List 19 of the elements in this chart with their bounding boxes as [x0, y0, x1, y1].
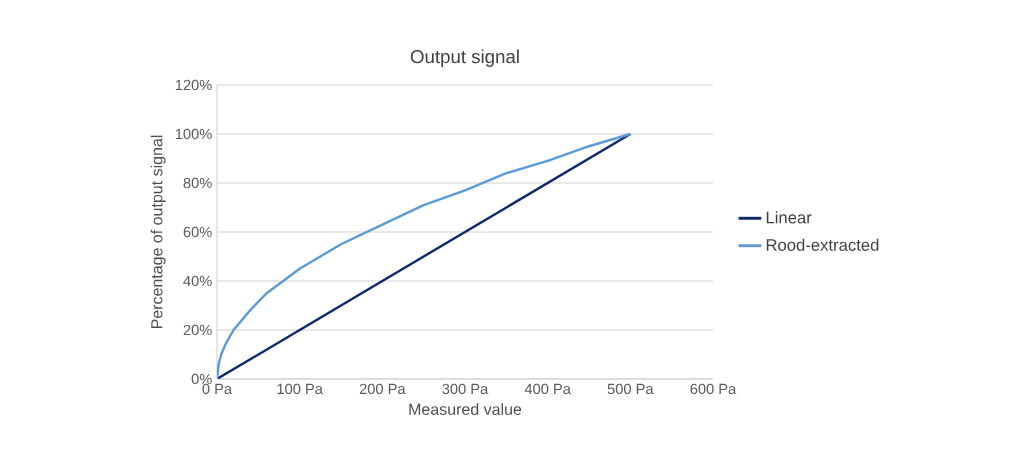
- x-tick-label: 200 Pa: [359, 383, 406, 395]
- y-tick-label: 0%: [191, 373, 212, 385]
- y-tick-label: 100%: [175, 128, 212, 140]
- x-tick-label: 100 Pa: [277, 383, 323, 395]
- y-tick-label: 40%: [183, 275, 212, 287]
- y-tick-label: 120%: [175, 79, 212, 91]
- legend-label: Linear: [766, 211, 812, 224]
- y-tick-label: 80%: [183, 177, 212, 189]
- x-tick-label: 400 Pa: [524, 383, 571, 395]
- chart-title: Output signal: [410, 49, 519, 67]
- x-tick-label: 300 Pa: [442, 383, 489, 395]
- x-tick-label: 0 Pa: [202, 383, 233, 395]
- x-tick-label: 500 Pa: [607, 383, 654, 395]
- legend-label: Rood-extracted: [766, 238, 879, 251]
- y-tick-label: 60%: [183, 226, 212, 238]
- y-tick-label: 20%: [183, 324, 212, 336]
- x-tick-label: 600 Pa: [690, 383, 737, 395]
- x-axis-title: Measured value: [409, 403, 522, 415]
- y-axis-title: Percentage of output signal: [150, 135, 166, 329]
